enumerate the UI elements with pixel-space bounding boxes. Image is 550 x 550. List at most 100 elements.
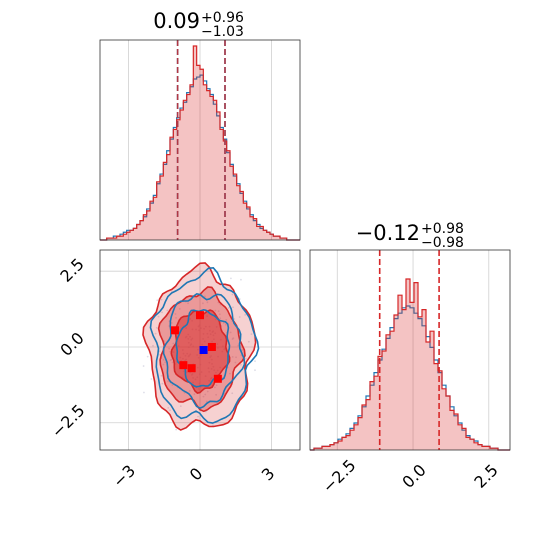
scatter-point xyxy=(241,349,244,351)
scatter-point xyxy=(230,277,232,280)
contour-line xyxy=(149,266,260,424)
highlight-point xyxy=(171,326,179,335)
scatter-point xyxy=(179,405,182,408)
scatter-point xyxy=(167,406,170,409)
scatter-point xyxy=(146,355,149,358)
contour-line xyxy=(142,262,257,431)
scatter-point xyxy=(250,333,253,336)
highlight-point xyxy=(179,361,188,370)
scatter-point xyxy=(206,390,209,393)
scatter-point xyxy=(203,295,206,298)
scatter-point xyxy=(237,344,240,347)
panel-marginal-y-frame xyxy=(309,249,511,451)
hist-fill xyxy=(310,279,510,450)
scatter-point xyxy=(240,363,242,366)
scatter-point xyxy=(152,344,154,347)
scatter-point xyxy=(202,302,204,305)
y-tick-label: −2.5 xyxy=(48,401,89,442)
x-tick-label: 0.0 xyxy=(398,460,429,491)
scatter-point xyxy=(169,359,172,362)
scatter-point xyxy=(166,309,169,312)
panel-joint: −3 0 3 2.5 0.0 −2.5 xyxy=(48,249,301,491)
scatter-point xyxy=(218,313,221,316)
scatter-point xyxy=(231,338,234,340)
scatter-point xyxy=(178,307,181,310)
panel-marginal-x: 0.09 +0.96 −1.03 xyxy=(99,9,301,241)
title-median-x: 0.09 xyxy=(153,9,200,33)
scatter-point xyxy=(161,311,163,314)
scatter-point xyxy=(229,372,231,375)
scatter-point xyxy=(254,369,256,372)
title-minus-y: −0.98 xyxy=(421,235,464,251)
scatter-point xyxy=(206,301,209,304)
scatter-point xyxy=(217,310,220,313)
scatter-point xyxy=(162,363,165,366)
title-minus-x: −1.03 xyxy=(201,24,244,40)
scatter-point xyxy=(167,380,169,383)
y-tick-label: 0.0 xyxy=(56,328,87,359)
scatter-point xyxy=(225,323,227,326)
scatter-point xyxy=(235,356,237,359)
scatter-point xyxy=(205,400,208,403)
scatter-point xyxy=(164,361,167,364)
scatter-point xyxy=(156,299,159,302)
panel-marginal-x-frame xyxy=(99,39,301,241)
scatter-point xyxy=(160,298,163,301)
hist-step xyxy=(100,45,300,241)
scatter-point xyxy=(197,415,199,418)
scatter-point xyxy=(143,391,145,394)
scatter-point xyxy=(219,317,222,320)
scatter-point xyxy=(202,395,205,398)
scatter-point xyxy=(175,316,177,319)
highlight-point xyxy=(207,342,216,351)
scatter-point xyxy=(231,392,234,395)
scatter-point xyxy=(222,322,225,324)
x-tick-label: 3 xyxy=(258,464,279,485)
scatter-point xyxy=(213,386,216,389)
scatter-point xyxy=(162,358,165,361)
scatter-point xyxy=(232,306,234,309)
hist-fill xyxy=(100,46,300,240)
scatter-point xyxy=(187,302,189,305)
scatter-point xyxy=(188,390,191,392)
y-tick-label: 2.5 xyxy=(56,254,87,285)
scatter-point xyxy=(225,318,228,321)
scatter-point xyxy=(175,428,178,431)
highlight-point xyxy=(187,364,196,373)
scatter-point xyxy=(171,361,174,364)
scatter-point xyxy=(238,316,241,318)
scatter-point xyxy=(154,332,157,335)
panel-marginal-y: −0.12 +0.98 −0.98 −2.5 0.0 2.5 xyxy=(309,221,511,497)
hist-step xyxy=(310,278,510,451)
highlight-point xyxy=(199,346,208,354)
scatter-point xyxy=(157,315,160,318)
scatter-point xyxy=(171,384,174,386)
scatter-point xyxy=(240,278,242,281)
scatter-point xyxy=(231,355,234,358)
scatter-point xyxy=(193,393,196,396)
scatter-point xyxy=(247,340,250,343)
x-tick-label: −3 xyxy=(109,461,139,491)
scatter-point xyxy=(155,326,158,329)
scatter-point xyxy=(229,331,232,334)
x-tick-label: −2.5 xyxy=(319,456,360,497)
scatter-point xyxy=(161,382,164,385)
highlight-point xyxy=(196,311,204,320)
scatter-point xyxy=(227,307,230,309)
scatter-point xyxy=(254,360,256,363)
x-tick-label: 0 xyxy=(186,464,207,485)
scatter-point xyxy=(245,357,247,360)
scatter-point xyxy=(160,374,163,377)
x-tick-label: 2.5 xyxy=(470,460,501,491)
scatter-point xyxy=(174,313,177,315)
scatter-point xyxy=(150,378,153,380)
title-median-y: −0.12 xyxy=(356,221,420,245)
scatter-point xyxy=(170,322,173,324)
scatter-point xyxy=(169,409,171,412)
title-plus-x: +0.96 xyxy=(201,10,244,26)
panel-joint-frame xyxy=(99,249,301,451)
scatter-point xyxy=(168,347,170,350)
scatter-point xyxy=(172,342,175,345)
scatter-point xyxy=(244,313,247,316)
